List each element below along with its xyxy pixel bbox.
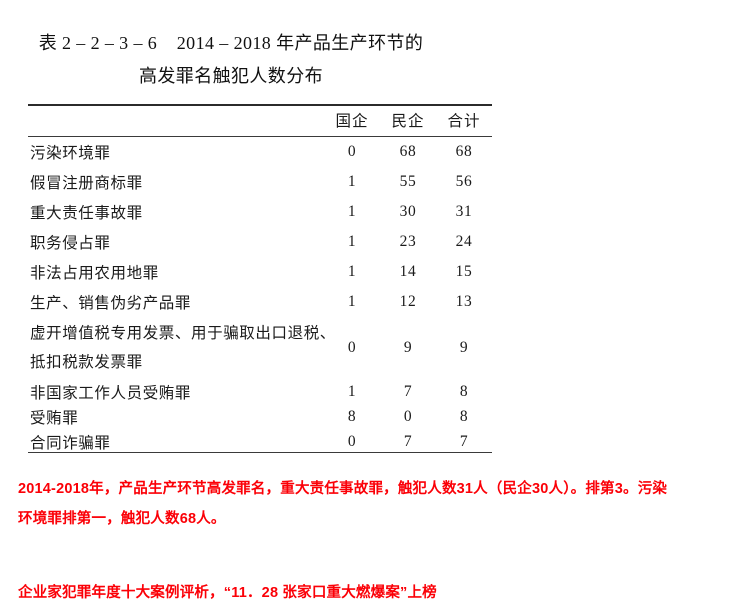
cell-private: 0 [403,407,413,425]
table-row: 受贿罪 8 0 8 [28,404,492,429]
cell-total: 15 [455,263,473,280]
cell-crime-name: 合同诈骗罪 [30,434,111,452]
cell-crime-name-line-2: 抵扣税款发票罪 [30,354,143,371]
table-row: 非法占用农用地罪 1 14 15 [28,257,492,287]
cell-private: 7 [403,382,413,400]
red-annotation-line-2: 环境罪排第一，触犯人数68人。 [18,511,226,527]
cell-crime-name-line-1: 虚开增值税专用发票、用于骗取出口退税、 [30,325,336,342]
table-header: 国企 民企 合计 [28,104,492,137]
cell-soe: 0 [347,143,357,160]
cell-soe: 1 [347,293,357,310]
cell-soe: 1 [347,233,357,250]
cell-private: 68 [399,143,417,160]
table-row: 虚开增值税专用发票、用于骗取出口退税、 抵扣税款发票罪 0 9 9 [28,317,492,379]
cell-private: 30 [399,203,417,220]
cell-private: 23 [399,233,417,250]
column-header-private: 民企 [391,113,425,130]
table-bottom-rule [28,452,492,453]
table-row: 合同诈骗罪 0 7 7 [28,429,492,454]
cell-soe: 1 [347,173,357,190]
cell-private: 14 [399,263,417,280]
cell-private: 7 [403,432,413,450]
cell-crime-name: 假冒注册商标罪 [30,175,143,192]
column-header-total: 合计 [447,113,481,130]
red-footer-note: 企业家犯罪年度十大案例评析，“11．28 张家口重大燃爆案”上榜 [18,585,437,601]
cell-crime-name: 非国家工作人员受贿罪 [30,384,192,402]
cell-total: 24 [455,233,473,250]
statistics-table-container: 国企 民企 合计 污染环境罪 0 68 68 假冒注册商标罪 1 55 56 重… [28,104,492,454]
cell-total: 8 [459,407,469,425]
cell-private: 9 [403,339,413,356]
cell-soe: 0 [347,432,357,450]
statistics-table: 国企 民企 合计 污染环境罪 0 68 68 假冒注册商标罪 1 55 56 重… [28,104,492,454]
cell-total: 9 [459,339,469,356]
cell-crime-name: 非法占用农用地罪 [30,265,159,282]
column-header-crime [28,104,324,137]
table-header-rule [28,136,492,137]
cell-soe: 1 [347,382,357,400]
table-row: 非国家工作人员受贿罪 1 7 8 [28,379,492,404]
table-body: 污染环境罪 0 68 68 假冒注册商标罪 1 55 56 重大责任事故罪 1 … [28,137,492,454]
cell-private: 55 [399,173,417,190]
cell-total: 7 [459,432,469,450]
cell-total: 68 [455,143,473,160]
table-row: 职务侵占罪 1 23 24 [28,227,492,257]
cell-soe: 0 [347,339,357,356]
cell-total: 31 [455,203,473,220]
cell-crime-name: 污染环境罪 [30,145,111,162]
cell-total: 8 [459,382,469,400]
cell-crime-name: 生产、销售伪劣产品罪 [30,295,192,312]
title-line-2: 高发罪名触犯人数分布 [139,66,323,86]
cell-total: 13 [455,293,473,310]
cell-soe: 1 [347,203,357,220]
table-row: 假冒注册商标罪 1 55 56 [28,167,492,197]
title-line-1: 表 2 – 2 – 3 – 6 2014 – 2018 年产品生产环节的 [38,33,424,53]
column-header-soe: 国企 [335,113,369,130]
cell-crime-name: 受贿罪 [30,409,79,427]
table-header-row: 国企 民企 合计 [28,104,492,137]
table-row: 重大责任事故罪 1 30 31 [28,197,492,227]
cell-private: 12 [399,293,417,310]
red-annotation-paragraph: 2014-2018年，产品生产环节高发罪名，重大责任事故罪，触犯人数31人（民企… [18,474,718,534]
table-row: 生产、销售伪劣产品罪 1 12 13 [28,287,492,317]
cell-total: 56 [455,173,473,190]
table-row: 污染环境罪 0 68 68 [28,137,492,167]
cell-crime-name: 虚开增值税专用发票、用于骗取出口退税、 抵扣税款发票罪 [28,317,336,379]
cell-crime-name: 职务侵占罪 [30,235,111,252]
page-title: 表 2 – 2 – 3 – 6 2014 – 2018 年产品生产环节的 高发罪… [0,27,462,93]
cell-crime-name: 重大责任事故罪 [30,205,143,222]
cell-soe: 1 [347,263,357,280]
red-annotation-line-1: 2014-2018年，产品生产环节高发罪名，重大责任事故罪，触犯人数31人（民企… [18,481,668,497]
table-top-rule [28,104,492,106]
cell-soe: 8 [347,407,357,425]
